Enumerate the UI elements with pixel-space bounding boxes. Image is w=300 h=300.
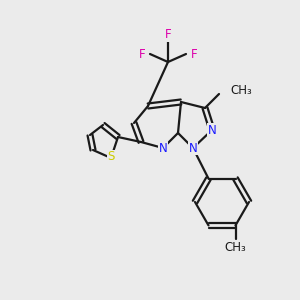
Text: F: F [191,47,198,61]
Text: F: F [165,28,171,41]
Text: F: F [138,47,145,61]
Text: CH₃: CH₃ [230,83,252,97]
Text: N: N [159,142,167,154]
Text: CH₃: CH₃ [225,241,246,254]
Text: N: N [189,142,197,154]
Text: N: N [208,124,216,136]
Text: S: S [107,151,115,164]
